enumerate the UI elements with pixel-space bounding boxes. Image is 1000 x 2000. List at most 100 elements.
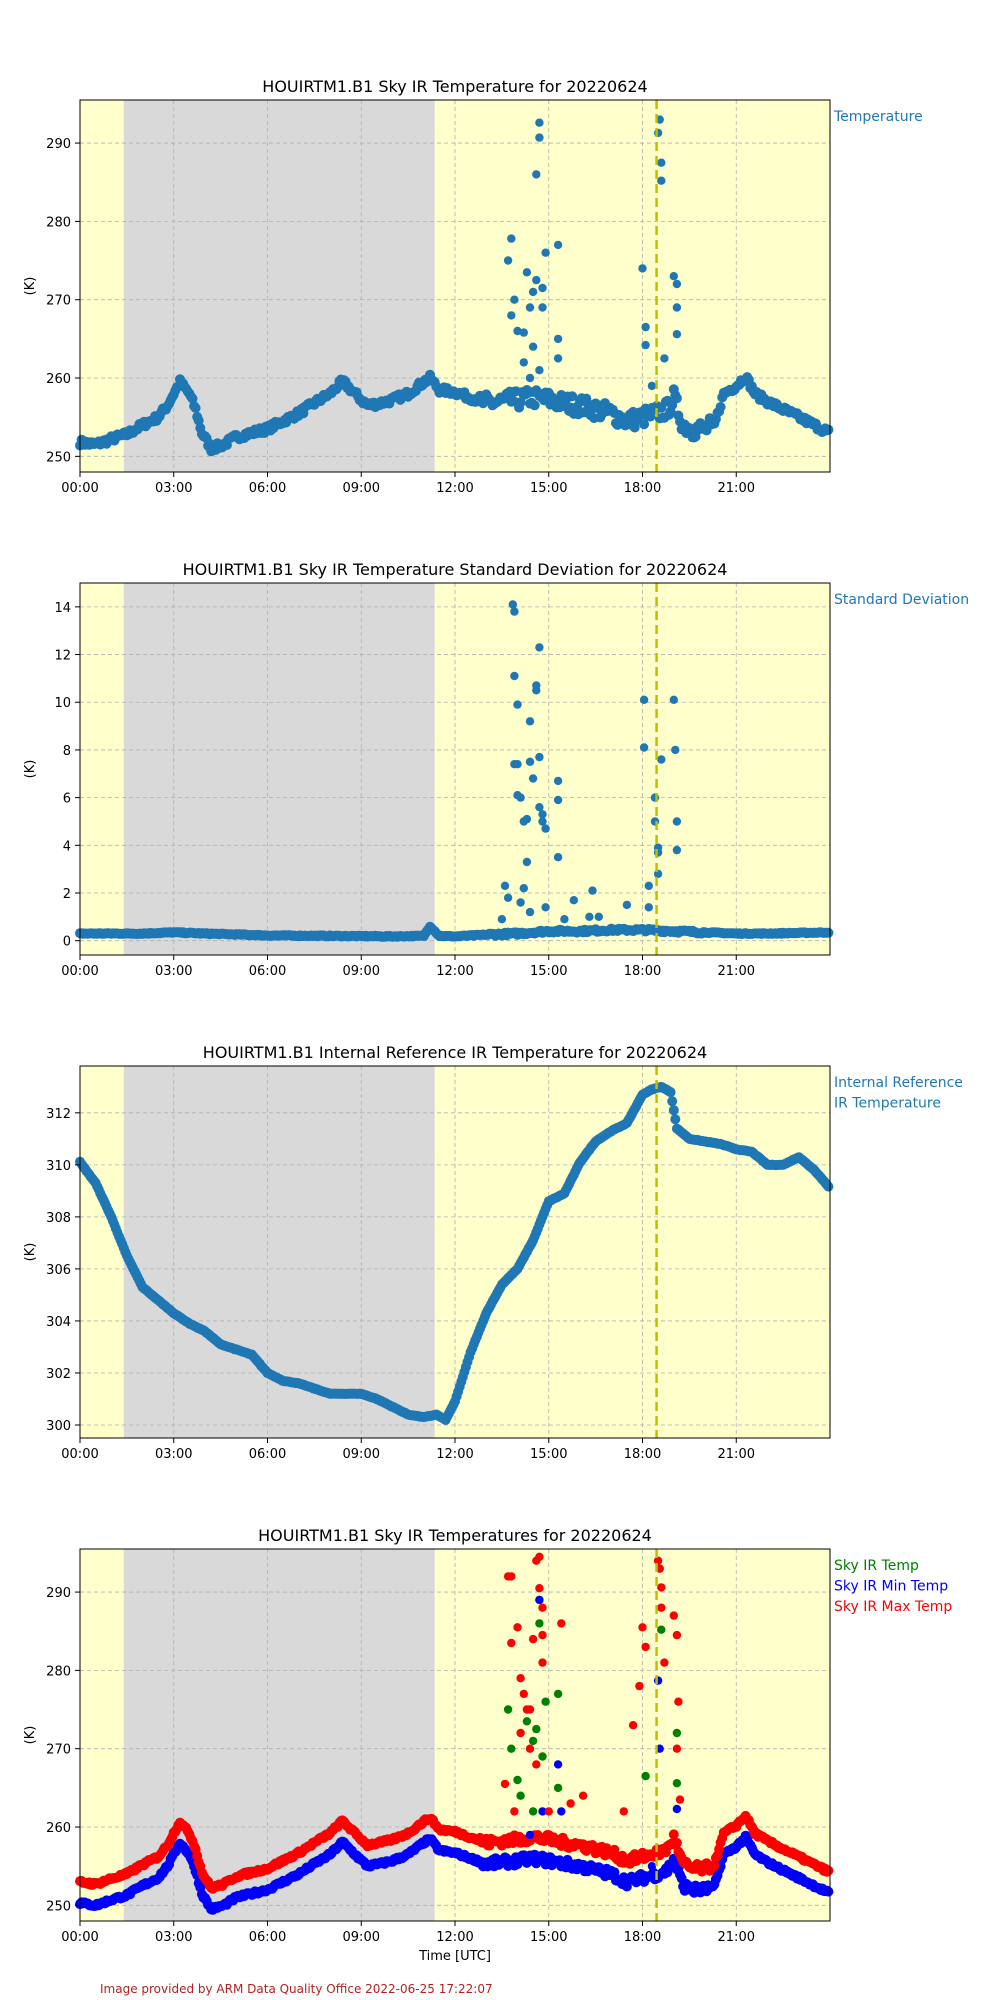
data-point xyxy=(657,1583,666,1592)
data-point xyxy=(525,1744,535,1753)
y-tick-label: 306 xyxy=(46,1263,71,1278)
data-point xyxy=(641,340,650,350)
data-point xyxy=(519,358,528,367)
y-tick-label: 310 xyxy=(46,1159,71,1174)
chart-title: HOUIRTM1.B1 Sky IR Temperature for 20220… xyxy=(262,77,647,96)
data-point xyxy=(567,391,578,402)
data-point xyxy=(525,303,535,312)
data-point xyxy=(823,1865,834,1876)
data-point xyxy=(641,322,650,332)
data-point xyxy=(535,803,544,812)
data-point xyxy=(672,1630,682,1640)
data-point xyxy=(553,853,563,862)
x-tick-label: 09:00 xyxy=(343,1930,380,1945)
data-point xyxy=(657,1625,666,1634)
data-point xyxy=(513,1623,522,1632)
data-point xyxy=(823,424,834,435)
data-point xyxy=(522,268,532,277)
data-point xyxy=(609,1867,620,1878)
x-tick-label: 06:00 xyxy=(249,964,286,979)
legend-entry: Sky IR Temp xyxy=(834,1558,919,1574)
data-point xyxy=(503,256,513,265)
data-point xyxy=(650,793,660,802)
data-point xyxy=(657,158,666,167)
data-point xyxy=(519,884,528,893)
y-tick-label: 260 xyxy=(46,372,71,387)
data-point xyxy=(671,745,680,755)
y-tick-label: 270 xyxy=(46,294,71,309)
x-tick-label: 03:00 xyxy=(155,964,192,979)
data-point xyxy=(609,1844,620,1855)
data-point xyxy=(503,893,513,902)
x-tick-label: 15:00 xyxy=(530,481,567,496)
data-point xyxy=(535,366,544,375)
data-point xyxy=(644,881,653,890)
data-point xyxy=(665,1087,676,1098)
x-tick-label: 12:00 xyxy=(436,964,473,979)
x-tick-label: 00:00 xyxy=(61,481,98,496)
data-point xyxy=(557,1619,566,1628)
night-band xyxy=(123,100,435,472)
data-point xyxy=(653,848,663,857)
x-tick-label: 03:00 xyxy=(155,1930,192,1945)
data-point xyxy=(657,1603,666,1612)
night-band xyxy=(123,583,435,955)
x-tick-label: 18:00 xyxy=(624,481,661,496)
data-point xyxy=(538,1752,547,1761)
y-tick-label: 290 xyxy=(46,1586,71,1601)
chart-4: 00:00 03:00 06:00 09:00 12:00 15:00 18:00 21:00… xyxy=(23,1526,952,1964)
chart-1: 00:00 03:00 06:00 09:00 12:00 15:00 18:00 21:00… xyxy=(23,77,923,496)
footer-credit: Image provided by ARM Data Quality Offic… xyxy=(100,1982,493,1996)
y-tick-label: 304 xyxy=(46,1315,71,1330)
y-tick-label: 2 xyxy=(63,887,71,902)
data-point xyxy=(525,373,535,383)
data-point xyxy=(553,1689,563,1699)
data-point xyxy=(525,717,535,726)
x-tick-label: 15:00 xyxy=(530,964,567,979)
legend-entry: Standard Deviation xyxy=(834,592,969,608)
data-point xyxy=(541,824,550,833)
data-point xyxy=(674,1697,683,1706)
x-tick-label: 00:00 xyxy=(61,964,98,979)
data-point xyxy=(510,1807,519,1816)
data-point xyxy=(578,1791,588,1800)
data-point xyxy=(519,1689,528,1699)
data-point xyxy=(532,1724,541,1734)
y-tick-label: 280 xyxy=(46,215,71,230)
data-point xyxy=(516,1674,525,1683)
x-tick-label: 21:00 xyxy=(718,1930,755,1945)
x-axis-label: Time [UTC] xyxy=(418,1949,491,1964)
data-point xyxy=(532,1760,541,1769)
data-point xyxy=(715,402,726,412)
y-tick-label: 308 xyxy=(46,1211,71,1226)
data-point xyxy=(525,907,535,917)
data-point xyxy=(497,915,507,924)
data-point xyxy=(644,903,653,912)
data-point xyxy=(510,671,519,681)
x-tick-label: 09:00 xyxy=(343,964,380,979)
y-axis-label: (K) xyxy=(23,277,38,296)
data-point xyxy=(653,128,663,138)
y-axis-label: (K) xyxy=(23,760,38,779)
data-point xyxy=(670,1114,681,1125)
x-tick-label: 12:00 xyxy=(436,481,473,496)
data-point xyxy=(507,1638,516,1648)
data-points xyxy=(75,1552,834,1915)
data-point xyxy=(669,1611,678,1620)
data-point xyxy=(657,176,666,185)
data-points xyxy=(75,600,834,942)
chart-title: HOUIRTM1.B1 Sky IR Temperatures for 2022… xyxy=(258,1526,652,1545)
x-tick-label: 12:00 xyxy=(436,1447,473,1462)
data-point xyxy=(528,1807,538,1816)
data-point xyxy=(528,1634,538,1644)
x-tick-label: 21:00 xyxy=(718,481,755,496)
data-point xyxy=(513,1775,522,1785)
data-point xyxy=(535,133,544,142)
data-point xyxy=(653,1676,663,1685)
data-point xyxy=(519,328,528,337)
legend-entry: Sky IR Min Temp xyxy=(834,1579,948,1595)
data-point xyxy=(541,903,550,912)
data-point xyxy=(650,817,660,826)
data-point xyxy=(672,1744,682,1753)
